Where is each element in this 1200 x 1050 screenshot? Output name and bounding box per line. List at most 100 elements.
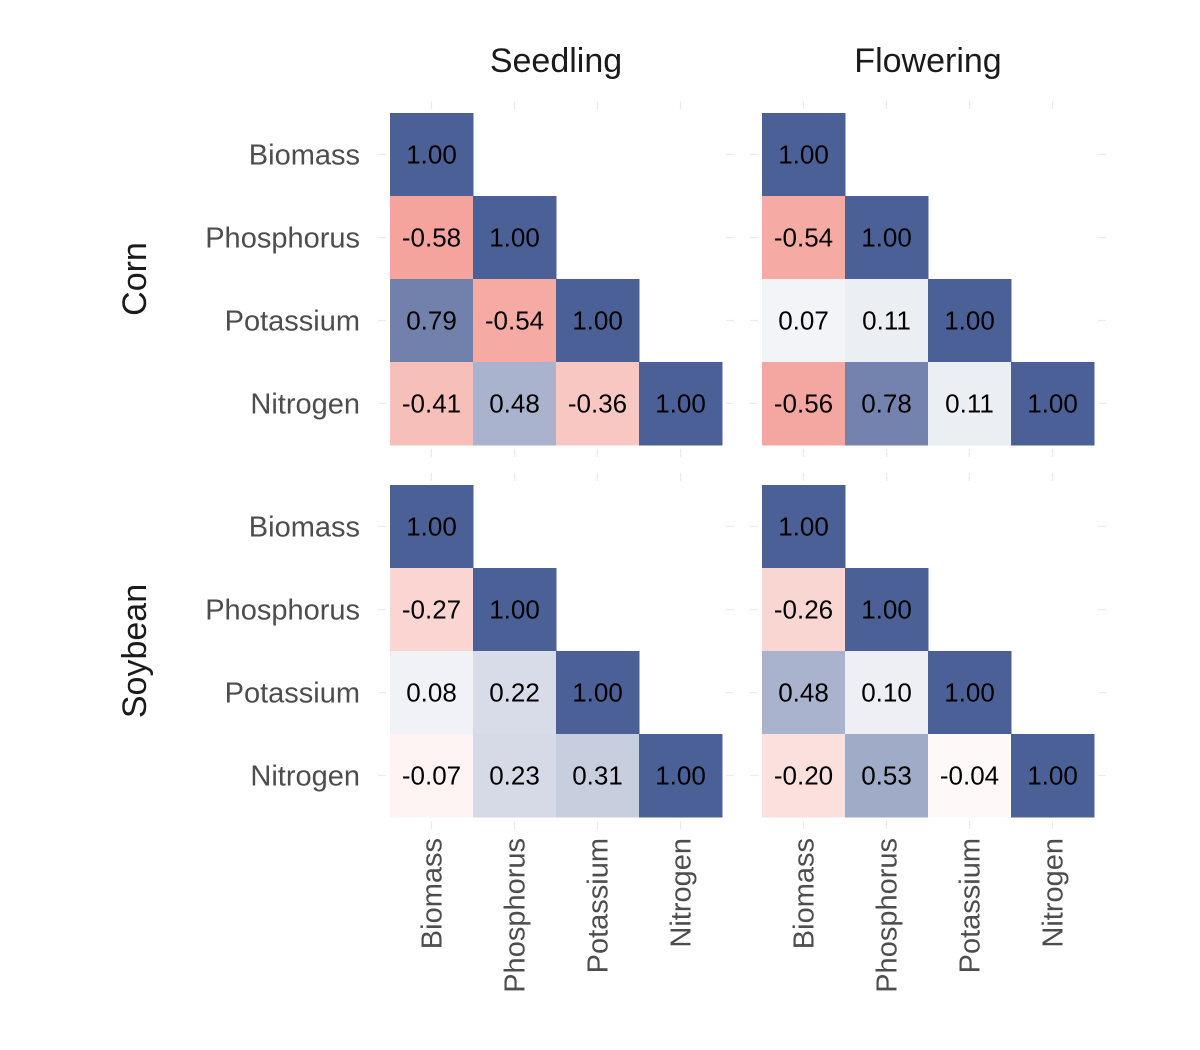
heatmap-cell bbox=[845, 651, 929, 735]
cell-value-label: 1.00 bbox=[406, 512, 457, 542]
heatmap-cell bbox=[845, 196, 929, 280]
heatmap-cell bbox=[556, 362, 640, 446]
heatmap-cell bbox=[473, 362, 557, 446]
heatmap-cell bbox=[390, 362, 474, 446]
x-tick-label: Biomass bbox=[417, 838, 449, 949]
heatmap-cell bbox=[928, 734, 1012, 818]
cell-value-label: -0.36 bbox=[568, 389, 627, 419]
facet-strip-label-row: Soybean bbox=[116, 584, 154, 718]
cell-value-label: -0.41 bbox=[402, 389, 461, 419]
cell-value-label: 1.00 bbox=[655, 761, 706, 791]
cell-value-label: 1.00 bbox=[572, 306, 623, 336]
heatmap-cell bbox=[762, 485, 846, 569]
cell-value-label: 1.00 bbox=[944, 306, 995, 336]
cell-value-label: -0.56 bbox=[774, 389, 833, 419]
heatmap-cell bbox=[762, 362, 846, 446]
cell-value-label: 0.10 bbox=[861, 678, 912, 708]
cell-value-label: 0.48 bbox=[489, 389, 540, 419]
x-tick-label: Biomass bbox=[789, 838, 821, 949]
heatmap-cell bbox=[390, 196, 474, 280]
x-tick-label: Phosphorus bbox=[872, 838, 904, 993]
heatmap-cell bbox=[928, 279, 1012, 363]
cell-layer bbox=[390, 113, 1095, 818]
heatmap-cell bbox=[473, 651, 557, 735]
cell-value-label: 1.00 bbox=[406, 140, 457, 170]
cell-value-label: -0.04 bbox=[940, 761, 999, 791]
y-tick-label: Potassium bbox=[225, 678, 360, 710]
cell-value-label: 1.00 bbox=[778, 140, 829, 170]
cell-value-label: 1.00 bbox=[861, 223, 912, 253]
heatmap-cell bbox=[928, 362, 1012, 446]
heatmap-cell bbox=[845, 279, 929, 363]
cell-value-label: 1.00 bbox=[778, 512, 829, 542]
heatmap-cell bbox=[390, 485, 474, 569]
cell-value-label: 0.23 bbox=[489, 761, 540, 791]
cell-value-label: 1.00 bbox=[489, 223, 540, 253]
facet-strip-label-row: Corn bbox=[116, 242, 154, 316]
y-tick-label: Nitrogen bbox=[250, 761, 360, 793]
y-tick-label: Biomass bbox=[249, 512, 360, 544]
cell-value-label: -0.54 bbox=[774, 223, 833, 253]
heatmap-cell bbox=[390, 568, 474, 652]
cell-value-label: 1.00 bbox=[572, 678, 623, 708]
x-tick-label: Potassium bbox=[955, 838, 987, 973]
heatmap-cell bbox=[390, 734, 474, 818]
heatmap-cell bbox=[762, 651, 846, 735]
heatmap-cell bbox=[928, 651, 1012, 735]
heatmap-cell bbox=[1011, 362, 1095, 446]
heatmap-cell bbox=[473, 568, 557, 652]
cell-value-label: -0.27 bbox=[402, 595, 461, 625]
cell-value-label: 1.00 bbox=[1027, 761, 1078, 791]
cell-value-label: 1.00 bbox=[944, 678, 995, 708]
y-tick-label: Phosphorus bbox=[205, 595, 360, 627]
heatmap-cell bbox=[762, 279, 846, 363]
heatmap-cell bbox=[390, 651, 474, 735]
heatmap-cell bbox=[639, 362, 723, 446]
cell-value-label: -0.26 bbox=[774, 595, 833, 625]
cell-value-label: 0.11 bbox=[862, 306, 911, 336]
cell-value-label: 0.31 bbox=[572, 761, 623, 791]
heatmap-cell bbox=[1011, 734, 1095, 818]
heatmap-cell bbox=[390, 279, 474, 363]
cell-value-label: 1.00 bbox=[489, 595, 540, 625]
heatmap-cell bbox=[762, 113, 846, 197]
heatmap-cell bbox=[473, 734, 557, 818]
heatmap-cell bbox=[473, 196, 557, 280]
heatmap-cell bbox=[762, 196, 846, 280]
cell-value-label: 0.48 bbox=[778, 678, 829, 708]
facet-strip-label-col: Flowering bbox=[854, 42, 1001, 80]
y-tick-label: Nitrogen bbox=[250, 389, 360, 421]
cell-value-label: 0.53 bbox=[861, 761, 912, 791]
heatmap-cell bbox=[556, 651, 640, 735]
x-tick-label: Nitrogen bbox=[666, 838, 698, 948]
cell-value-label: 0.22 bbox=[489, 678, 540, 708]
heatmap-cell bbox=[639, 734, 723, 818]
grid-layer bbox=[378, 101, 1106, 829]
facet-strip-label-col: Seedling bbox=[490, 42, 622, 80]
cell-value-label: 0.78 bbox=[861, 389, 912, 419]
heatmap-cell bbox=[473, 279, 557, 363]
heatmap-cell bbox=[390, 113, 474, 197]
heatmap-cell bbox=[762, 568, 846, 652]
heatmap-cell bbox=[845, 734, 929, 818]
heatmap-cell bbox=[845, 362, 929, 446]
cell-value-label: 1.00 bbox=[655, 389, 706, 419]
text-layer: 1.00 -0.58 1.00 0.79 -0.54 1.00 -0.41 0.48 -0.36… bbox=[116, 42, 1078, 993]
y-tick-label: Potassium bbox=[225, 306, 360, 338]
x-tick-label: Nitrogen bbox=[1038, 838, 1070, 948]
y-tick-label: Phosphorus bbox=[205, 223, 360, 255]
cell-value-label: 1.00 bbox=[861, 595, 912, 625]
cell-value-label: 0.79 bbox=[406, 306, 457, 336]
cell-value-label: 0.08 bbox=[406, 678, 457, 708]
heatmap-cell bbox=[556, 279, 640, 363]
cell-value-label: -0.58 bbox=[402, 223, 461, 253]
heatmap-cell bbox=[762, 734, 846, 818]
heatmap-cell bbox=[845, 568, 929, 652]
cell-value-label: 0.07 bbox=[778, 306, 829, 336]
cell-value-label: -0.07 bbox=[402, 761, 461, 791]
heatmap-cell bbox=[556, 734, 640, 818]
cell-value-label: -0.54 bbox=[485, 306, 544, 336]
cell-value-label: -0.20 bbox=[774, 761, 833, 791]
cell-value-label: 1.00 bbox=[1027, 389, 1078, 419]
